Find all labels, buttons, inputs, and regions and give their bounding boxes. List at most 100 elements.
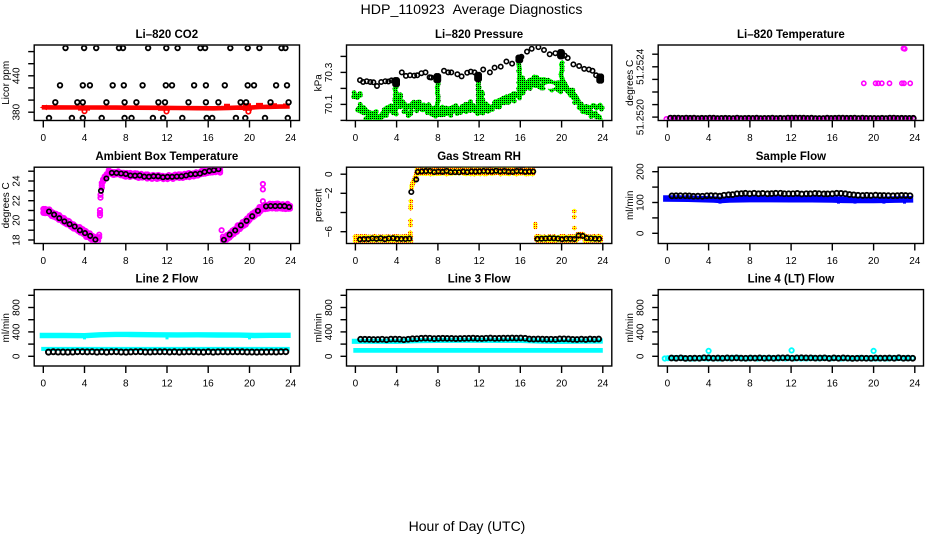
svg-text:24: 24: [12, 175, 23, 187]
svg-text:400: 400: [636, 323, 647, 340]
svg-text:51.2520: 51.2520: [636, 99, 647, 136]
svg-text:Li–820 Pressure: Li–820 Pressure: [435, 29, 523, 41]
svg-text:8: 8: [747, 256, 753, 267]
svg-text:20: 20: [556, 133, 568, 144]
svg-text:24: 24: [285, 378, 297, 389]
svg-text:100: 100: [636, 194, 647, 211]
svg-text:0: 0: [665, 256, 671, 267]
svg-text:16: 16: [515, 256, 527, 267]
svg-text:degrees C: degrees C: [625, 60, 636, 106]
svg-text:4: 4: [82, 133, 88, 144]
svg-text:70.3: 70.3: [324, 62, 335, 82]
svg-text:22: 22: [12, 195, 23, 207]
svg-text:24: 24: [909, 378, 921, 389]
svg-text:800: 800: [12, 299, 23, 316]
svg-text:4: 4: [706, 378, 712, 389]
svg-text:20: 20: [556, 378, 568, 389]
svg-text:24: 24: [285, 133, 297, 144]
svg-text:ml/min: ml/min: [625, 313, 636, 342]
svg-text:Hour of Day (UTC): Hour of Day (UTC): [409, 518, 526, 534]
svg-text:0: 0: [665, 133, 671, 144]
svg-text:24: 24: [597, 133, 609, 144]
svg-text:8: 8: [435, 256, 441, 267]
svg-text:0: 0: [353, 378, 359, 389]
svg-text:16: 16: [203, 133, 215, 144]
svg-text:8: 8: [435, 378, 441, 389]
svg-text:8: 8: [435, 133, 441, 144]
svg-text:12: 12: [474, 256, 486, 267]
svg-text:440: 440: [12, 67, 23, 84]
svg-text:ml/min: ml/min: [314, 313, 325, 342]
svg-text:16: 16: [827, 378, 839, 389]
svg-text:0: 0: [12, 353, 23, 359]
svg-text:24: 24: [909, 133, 921, 144]
svg-text:4: 4: [394, 133, 400, 144]
svg-text:4: 4: [394, 256, 400, 267]
svg-text:kPa: kPa: [314, 74, 325, 92]
svg-text:Sample Flow: Sample Flow: [756, 151, 826, 163]
svg-text:HDP_110923 Average Diagnostic: HDP_110923 Average Diagnostics: [361, 2, 583, 18]
svg-text:4: 4: [706, 133, 712, 144]
svg-text:12: 12: [161, 133, 173, 144]
svg-text:16: 16: [827, 256, 839, 267]
svg-text:400: 400: [12, 323, 23, 340]
svg-text:Gas Stream RH: Gas Stream RH: [437, 151, 521, 163]
svg-text:4: 4: [82, 256, 88, 267]
svg-text:percent: percent: [314, 188, 325, 222]
svg-text:Line 4 (LT) Flow: Line 4 (LT) Flow: [748, 273, 835, 285]
svg-text:0: 0: [41, 378, 47, 389]
svg-text:8: 8: [123, 256, 129, 267]
svg-text:200: 200: [636, 163, 647, 180]
svg-text:0: 0: [636, 353, 647, 359]
svg-text:20: 20: [244, 133, 256, 144]
svg-text:400: 400: [324, 323, 335, 340]
svg-text:−2: −2: [324, 187, 335, 199]
svg-text:20: 20: [556, 256, 568, 267]
svg-text:16: 16: [203, 378, 215, 389]
svg-text:0: 0: [665, 378, 671, 389]
svg-text:70.1: 70.1: [324, 94, 335, 114]
svg-text:−6: −6: [324, 226, 335, 238]
svg-text:0: 0: [636, 230, 647, 236]
svg-text:20: 20: [12, 214, 23, 226]
svg-text:24: 24: [909, 256, 921, 267]
svg-text:Ambient Box Temperature: Ambient Box Temperature: [95, 151, 238, 163]
svg-text:8: 8: [747, 378, 753, 389]
svg-text:0: 0: [324, 171, 335, 177]
svg-text:0: 0: [353, 256, 359, 267]
svg-text:8: 8: [747, 133, 753, 144]
svg-text:0: 0: [324, 353, 335, 359]
svg-text:0: 0: [41, 133, 47, 144]
svg-text:12: 12: [474, 378, 486, 389]
svg-text:20: 20: [868, 378, 880, 389]
svg-text:4: 4: [394, 378, 400, 389]
svg-text:380: 380: [12, 103, 23, 120]
svg-text:ml/min: ml/min: [625, 191, 636, 220]
svg-text:18: 18: [12, 234, 23, 246]
svg-text:16: 16: [515, 378, 527, 389]
svg-text:51.2524: 51.2524: [636, 48, 647, 85]
svg-text:12: 12: [786, 133, 798, 144]
svg-text:24: 24: [597, 256, 609, 267]
svg-text:16: 16: [515, 133, 527, 144]
svg-text:Li–820 Temperature: Li–820 Temperature: [737, 29, 845, 41]
svg-text:20: 20: [244, 378, 256, 389]
svg-text:8: 8: [123, 378, 129, 389]
svg-text:16: 16: [827, 133, 839, 144]
svg-text:12: 12: [161, 378, 173, 389]
svg-text:8: 8: [123, 133, 129, 144]
svg-text:800: 800: [636, 299, 647, 316]
svg-text:12: 12: [786, 256, 798, 267]
svg-text:24: 24: [597, 378, 609, 389]
svg-text:20: 20: [244, 256, 256, 267]
svg-text:24: 24: [285, 256, 297, 267]
svg-text:4: 4: [706, 256, 712, 267]
svg-text:4: 4: [82, 378, 88, 389]
svg-text:degrees C: degrees C: [1, 182, 12, 228]
svg-text:Li–820 CO2: Li–820 CO2: [135, 29, 198, 41]
svg-text:12: 12: [161, 256, 173, 267]
svg-text:800: 800: [324, 299, 335, 316]
svg-text:20: 20: [868, 256, 880, 267]
svg-text:16: 16: [203, 256, 215, 267]
svg-text:0: 0: [353, 133, 359, 144]
